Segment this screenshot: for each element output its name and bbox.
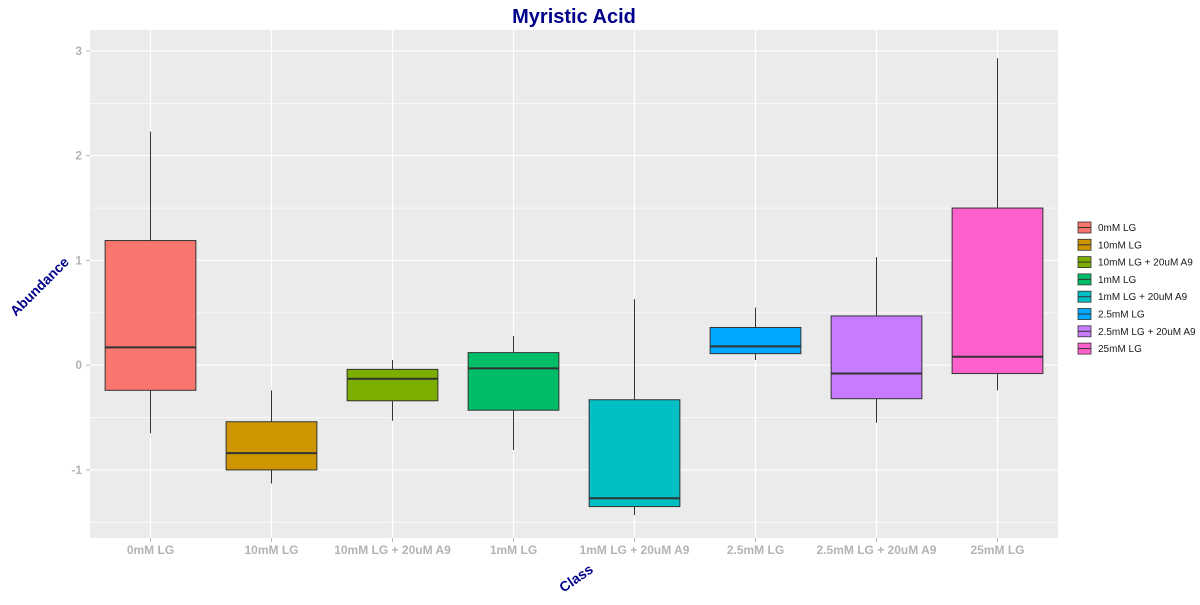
legend-label: 1mM LG + 20uM A9	[1098, 292, 1188, 303]
box-iqr	[467, 352, 560, 411]
x-tick-label: 0mM LG	[127, 543, 174, 557]
y-axis-title: Abundance	[7, 254, 72, 319]
chart-title: Myristic Acid	[512, 6, 636, 28]
x-tick-label: 10mM LG + 20uM A9	[334, 543, 451, 557]
legend-label: 10mM LG	[1098, 240, 1142, 251]
legend-item: 0mM LG	[1077, 221, 1137, 234]
legend-item: 1mM LG + 20uM A9	[1077, 290, 1188, 303]
y-tick-label: 1	[75, 253, 82, 267]
legend-label: 2.5mM LG	[1098, 310, 1145, 321]
y-tick-label: 3	[75, 44, 82, 58]
legend-label: 1mM LG	[1098, 275, 1137, 286]
x-tick-label: 2.5mM LG + 20uM A9	[817, 543, 937, 557]
legend-item: 2.5mM LG	[1077, 308, 1145, 321]
x-axis-ticks: 0mM LG 10mM LG 10mM LG + 20uM A9 1mM LG 1mM …	[127, 538, 1025, 557]
legend-item: 2.5mM LG + 20uM A9	[1077, 325, 1196, 338]
box-iqr	[588, 399, 681, 508]
boxplot	[467, 335, 560, 451]
legend-label: 0mM LG	[1098, 223, 1137, 234]
boxplot	[346, 359, 439, 421]
x-tick-label: 25mM LG	[970, 543, 1024, 557]
box-iqr	[830, 315, 923, 400]
boxplot	[709, 307, 802, 360]
legend-item: 25mM LG	[1077, 342, 1142, 355]
x-tick-label: 10mM LG	[244, 543, 298, 557]
boxplots	[104, 58, 1044, 515]
x-tick-label: 2.5mM LG	[727, 543, 784, 557]
box-iqr	[951, 207, 1044, 375]
box-iqr	[709, 326, 802, 355]
legend: 0mM LG 10mM LG 10mM LG + 20uM A9 1mM LG 1mM …	[1077, 221, 1196, 355]
boxplot	[588, 299, 681, 515]
y-tick-label: 2	[75, 149, 82, 163]
legend-item: 1mM LG	[1077, 273, 1137, 286]
boxplot	[951, 58, 1044, 391]
y-tick-label: -1	[71, 463, 82, 477]
minor-gridlines	[90, 103, 1058, 523]
x-axis-title: Class	[556, 561, 596, 596]
boxplot	[830, 257, 923, 423]
box-iqr	[225, 421, 318, 471]
boxplot	[225, 390, 318, 484]
legend-label: 2.5mM LG + 20uM A9	[1098, 327, 1196, 338]
legend-item: 10mM LG	[1077, 238, 1142, 251]
box-iqr	[346, 368, 439, 402]
boxplot	[104, 131, 197, 434]
legend-item: 10mM LG + 20uM A9	[1077, 256, 1193, 269]
box-iqr	[104, 240, 197, 391]
legend-label: 10mM LG + 20uM A9	[1098, 258, 1193, 269]
y-tick-label: 0	[75, 358, 82, 372]
x-tick-label: 1mM LG + 20uM A9	[580, 543, 690, 557]
legend-label: 25mM LG	[1098, 344, 1142, 355]
y-axis-ticks: -1 0 1 2 3	[71, 44, 90, 477]
x-tick-label: 1mM LG	[490, 543, 537, 557]
